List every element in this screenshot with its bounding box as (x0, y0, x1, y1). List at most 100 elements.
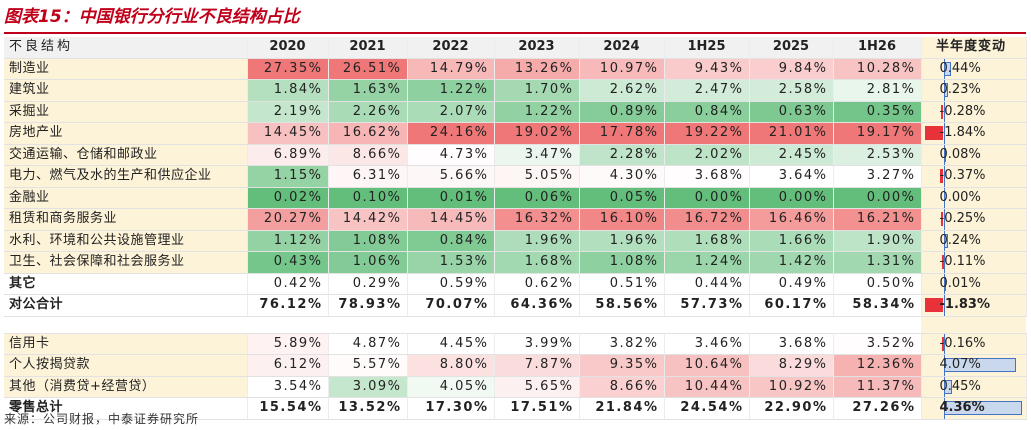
value-cell: 2.45% (749, 144, 834, 166)
change-value: -1.84% (939, 125, 986, 141)
column-header: 2025 (749, 37, 834, 59)
spacer-cell (328, 316, 407, 334)
value-cell: 10.28% (833, 58, 922, 80)
value-cell: 7.87% (494, 354, 580, 377)
table-row: 金融业 0.02% 0.10% 0.01% 0.06% 0.05% 0.00% 0.00% 0.… (4, 187, 1027, 209)
value-cell: 76.12% (247, 294, 329, 317)
value-cell: 10.92% (749, 376, 834, 398)
spacer-cell (921, 316, 1026, 334)
value-cell: 0.00% (833, 187, 922, 209)
change-value: 0.08% (939, 146, 981, 162)
value-cell: 2.62% (579, 79, 665, 102)
header-row: 不良结构 2020 2021 2022 2023 2024 1H25 2025 1H26 半年度变… (4, 37, 1027, 59)
value-cell: 11.37% (833, 376, 922, 398)
negative-change-bar (925, 126, 944, 140)
row-label: 其他（消费贷+经营贷） (4, 376, 248, 398)
row-label: 零售总计 (4, 397, 248, 420)
change-cell: 0.23% (921, 79, 1027, 102)
value-cell: 14.42% (328, 208, 408, 231)
value-cell: 5.65% (494, 376, 580, 398)
change-value: 0.24% (939, 232, 981, 248)
value-cell: 17.51% (494, 397, 580, 420)
spacer-cell (833, 316, 921, 334)
value-cell: 4.87% (328, 333, 408, 355)
value-cell: 2.28% (579, 144, 665, 166)
value-cell: 27.35% (247, 58, 329, 80)
value-cell: 9.84% (749, 58, 834, 80)
value-cell: 1.53% (407, 251, 495, 274)
spacer-cell (749, 316, 833, 334)
change-axis (943, 187, 945, 208)
source-note: 来源：公司财报，中泰证券研究所 (4, 412, 200, 426)
column-header: 2020 (247, 37, 329, 59)
figure-title: 图表15：中国银行分行业不良结构占比 (4, 7, 300, 27)
value-cell: 0.29% (328, 273, 408, 295)
value-cell: 1.24% (664, 251, 750, 274)
change-cell: 0.01% (921, 273, 1027, 295)
value-cell: 0.35% (833, 101, 922, 123)
value-cell: 27.26% (833, 397, 922, 420)
value-cell: 0.10% (328, 187, 408, 209)
change-cell: -0.28% (921, 101, 1027, 123)
value-cell: 3.47% (494, 144, 580, 166)
value-cell: 0.63% (749, 101, 834, 123)
value-cell: 0.05% (579, 187, 665, 209)
value-cell: 8.29% (749, 354, 834, 377)
value-cell: 17.78% (579, 122, 665, 145)
value-cell: 0.42% (247, 273, 329, 295)
value-cell: 0.00% (749, 187, 834, 209)
table-row: 租赁和商务服务业 20.27% 14.42% 14.45% 16.32% 16.10% 16… (4, 208, 1027, 231)
value-cell: 1.12% (247, 230, 329, 252)
table-row: 建筑业 1.84% 1.63% 1.22% 1.70% 2.62% 2.47% 2.58% 2.… (4, 79, 1027, 102)
value-cell: 22.90% (749, 397, 834, 420)
value-cell: 2.58% (749, 79, 834, 102)
row-label: 租赁和商务服务业 (4, 208, 248, 231)
value-cell: 3.82% (579, 333, 665, 355)
value-cell: 21.84% (579, 397, 665, 420)
value-cell: 16.46% (749, 208, 834, 231)
change-cell: 0.45% (921, 376, 1027, 398)
change-value: 4.07% (939, 357, 981, 373)
row-label: 建筑业 (4, 79, 248, 102)
table-row: 制造业 27.35% 26.51% 14.79% 13.26% 10.97% 9.43% 9.… (4, 58, 1027, 80)
row-label: 信用卡 (4, 333, 248, 355)
change-value: -0.11% (939, 254, 986, 270)
value-cell: 60.17% (749, 294, 834, 317)
change-value: 0.23% (939, 82, 981, 98)
value-cell: 24.54% (664, 397, 750, 420)
change-cell: 4.07% (921, 354, 1027, 377)
value-cell: 1.22% (407, 79, 495, 102)
row-label: 交通运输、仓储和邮政业 (4, 144, 248, 166)
header-label: 不良结构 (4, 37, 248, 59)
spacer-cell (664, 316, 749, 334)
value-cell: 1.96% (494, 230, 580, 252)
change-axis (943, 123, 945, 144)
value-cell: 0.59% (407, 273, 495, 295)
negative-change-bar (925, 298, 944, 312)
spacer-cell (579, 316, 664, 334)
row-label: 对公合计 (4, 294, 248, 317)
value-cell: 13.52% (328, 397, 408, 420)
value-cell: 2.26% (328, 101, 408, 123)
column-header: 2024 (579, 37, 665, 59)
value-cell: 70.07% (407, 294, 495, 317)
change-value: 0.44% (939, 60, 981, 76)
value-cell: 1.31% (833, 251, 922, 274)
value-cell: 1.08% (579, 251, 665, 274)
value-cell: 3.09% (328, 376, 408, 398)
value-cell: 13.26% (494, 58, 580, 80)
value-cell: 9.35% (579, 354, 665, 377)
value-cell: 16.10% (579, 208, 665, 231)
negative-change-bar (941, 212, 944, 226)
change-axis (943, 209, 945, 230)
value-cell: 2.07% (407, 101, 495, 123)
value-cell: 0.01% (407, 187, 495, 209)
change-cell: 4.36% (921, 397, 1027, 420)
value-cell: 8.66% (579, 376, 665, 398)
value-cell: 6.31% (328, 165, 408, 188)
change-cell: -1.84% (921, 122, 1027, 145)
negative-change-bar (941, 336, 944, 351)
value-cell: 3.68% (749, 333, 834, 355)
positive-change-bar (943, 147, 946, 162)
column-header: 1H25 (664, 37, 750, 59)
